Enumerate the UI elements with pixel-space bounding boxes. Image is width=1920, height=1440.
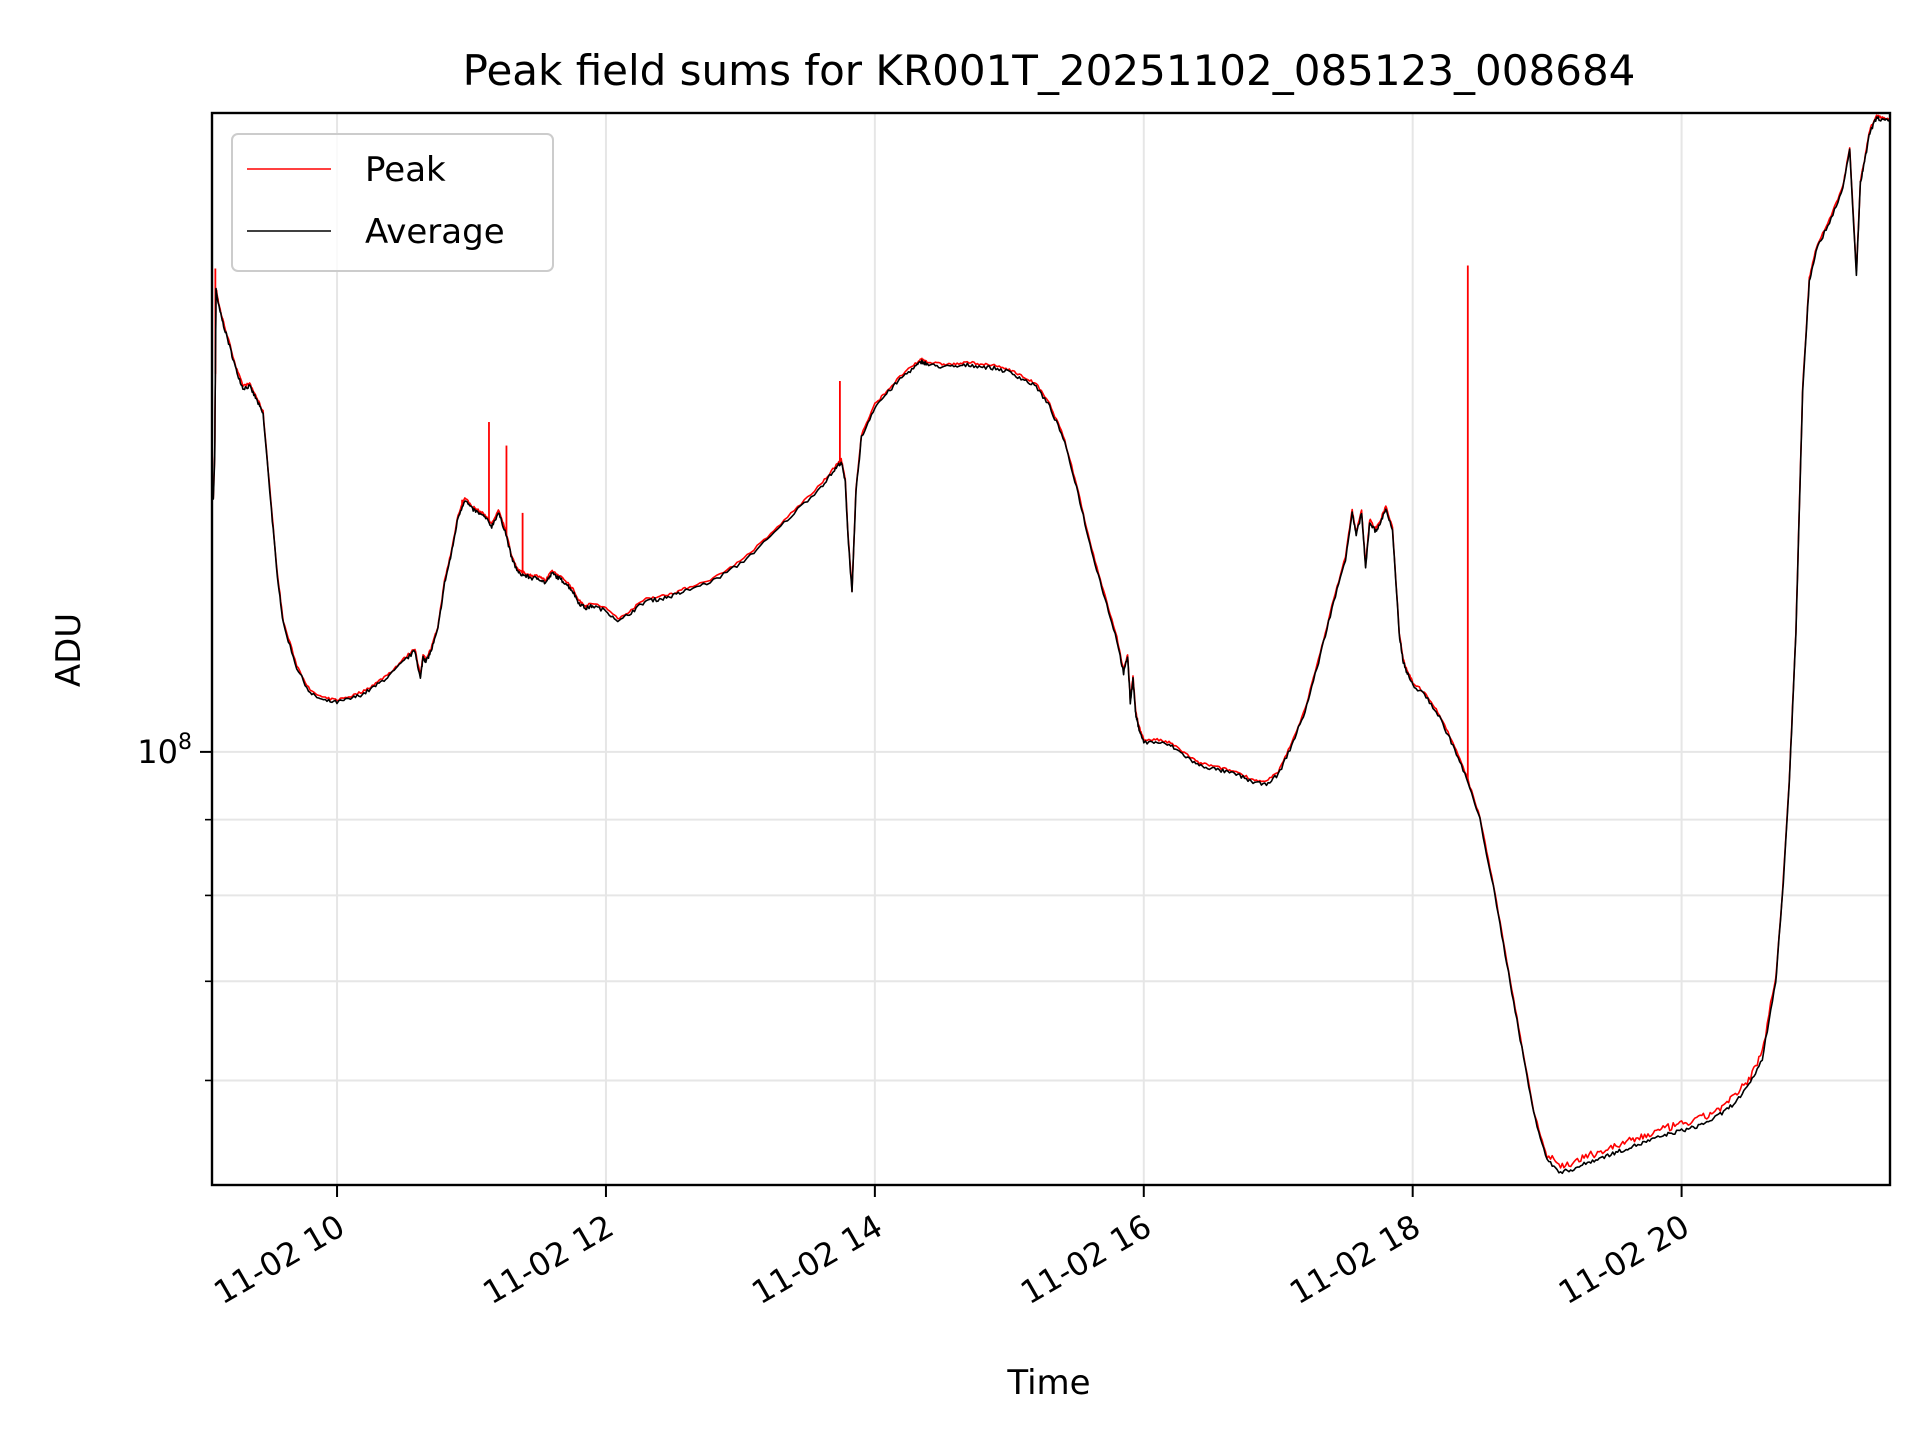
y-tick-label: 108 [137,730,192,771]
y-tick-exponent: 8 [178,730,192,755]
legend-average-label: Average [365,212,505,252]
x-axis-title: Time [1006,1363,1090,1403]
y-tick-base: 10 [137,733,178,771]
series-average-line [211,116,1891,1175]
series-layer [211,114,1891,1175]
grid [212,113,1890,1185]
chart-title: Peak field sums for KR001T_20251102_0851… [463,46,1636,95]
legend: Peak Average [231,133,554,272]
plot-frame [210,111,1892,1187]
legend-peak-label: Peak [365,150,446,190]
y-axis-title: ADU [49,613,89,687]
y-axis: 108 [137,730,212,1082]
